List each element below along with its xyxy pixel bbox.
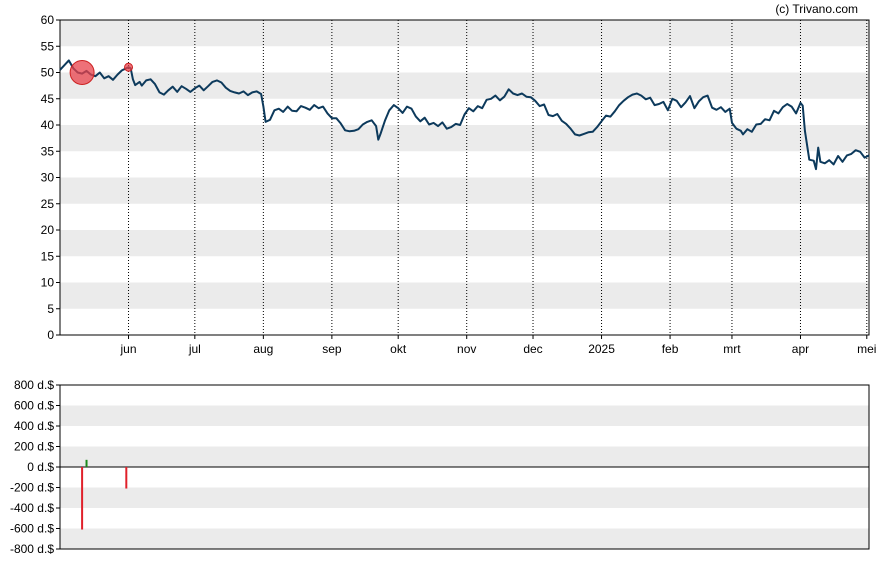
y-tick-label: 30 bbox=[41, 171, 55, 185]
y-tick-label: -200 d.$ bbox=[10, 481, 54, 495]
plot-frame bbox=[59, 384, 870, 550]
y-tick-label: 10 bbox=[41, 276, 55, 290]
y-tick-label: 0 d.$ bbox=[27, 460, 54, 474]
y-tick-label: -800 d.$ bbox=[10, 542, 54, 556]
x-tick-label: sep bbox=[322, 342, 342, 356]
x-tick-label: 2025 bbox=[588, 342, 615, 356]
insider-trades-chart: 800 d.$ 600 d.$ 400 d.$ 200 d.$ 0 d.$ -200 d.… bbox=[10, 378, 870, 556]
x-tick-label: dec bbox=[523, 342, 542, 356]
y-tick-label: 600 d.$ bbox=[14, 399, 54, 413]
y-tick-label: 400 d.$ bbox=[14, 419, 54, 433]
sell-bar bbox=[81, 467, 84, 530]
credit-label: (c) Trivano.com bbox=[775, 2, 858, 16]
x-tick-label: apr bbox=[792, 342, 809, 356]
grid-band bbox=[60, 405, 869, 426]
y-tick-label: 25 bbox=[41, 197, 55, 211]
y-tick-label: 60 bbox=[41, 13, 55, 27]
y-tick-label: -600 d.$ bbox=[10, 522, 54, 536]
x-tick-label: jun bbox=[120, 342, 137, 356]
sell-marker bbox=[69, 60, 95, 85]
y-tick-label: 55 bbox=[41, 39, 55, 53]
sell-marker bbox=[124, 62, 134, 72]
y-tick-label: 800 d.$ bbox=[14, 378, 54, 392]
y-tick-label: 20 bbox=[41, 223, 55, 237]
x-tick-label: nov bbox=[457, 342, 476, 356]
y-tick-label: 45 bbox=[41, 92, 55, 106]
grid-band bbox=[60, 20, 869, 47]
grid-band bbox=[60, 177, 869, 204]
y-tick-label: 200 d.$ bbox=[14, 440, 54, 454]
buy-bar bbox=[85, 459, 88, 467]
x-tick-label: mei bbox=[857, 342, 876, 356]
x-tick-label: mrt bbox=[723, 342, 741, 356]
grid-band bbox=[60, 230, 869, 257]
price-line bbox=[59, 59, 870, 171]
grid-band bbox=[60, 282, 869, 309]
y-tick-label: 0 bbox=[47, 328, 54, 342]
x-tick-label: okt bbox=[390, 342, 407, 356]
y-tick-label: 5 bbox=[47, 302, 54, 316]
y-tick-label: 50 bbox=[41, 66, 55, 80]
x-tick-label: aug bbox=[253, 342, 273, 356]
plot-frame bbox=[59, 19, 870, 336]
x-tick-label: jul bbox=[188, 342, 201, 356]
grid-band bbox=[60, 446, 869, 467]
y-tick-label: 40 bbox=[41, 118, 55, 132]
y-tick-label: 15 bbox=[41, 249, 55, 263]
grid-band bbox=[60, 528, 869, 549]
price-chart: jun jul aug sep okt nov dec 2025 feb mrt apr mei051… bbox=[41, 13, 877, 356]
sell-bar bbox=[125, 467, 128, 489]
grid-band bbox=[60, 72, 869, 99]
x-tick-label: feb bbox=[662, 342, 679, 356]
y-tick-label: 35 bbox=[41, 144, 55, 158]
grid-band bbox=[60, 487, 869, 508]
y-tick-label: -400 d.$ bbox=[10, 501, 54, 515]
